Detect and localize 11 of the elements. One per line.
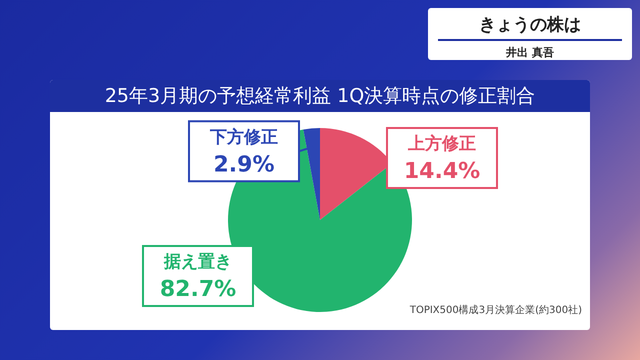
chart-title: 25年3月期の予想経常利益 1Q決算時点の修正割合	[50, 80, 590, 112]
text: 井出 真吾	[505, 45, 555, 60]
data-label: 82.7%	[160, 276, 236, 302]
text: TOPIX500構成3月決算企業(約300社)	[410, 304, 582, 317]
pie-slice	[303, 128, 320, 220]
slice-label: 据え置き	[163, 252, 232, 272]
text: きょうの株は	[438, 13, 622, 41]
data-label: 14.4%	[404, 158, 480, 184]
data-label: 2.9%	[213, 152, 275, 178]
legend-label: 下方修正	[209, 127, 278, 148]
slice-label: 上方修正	[407, 134, 476, 154]
